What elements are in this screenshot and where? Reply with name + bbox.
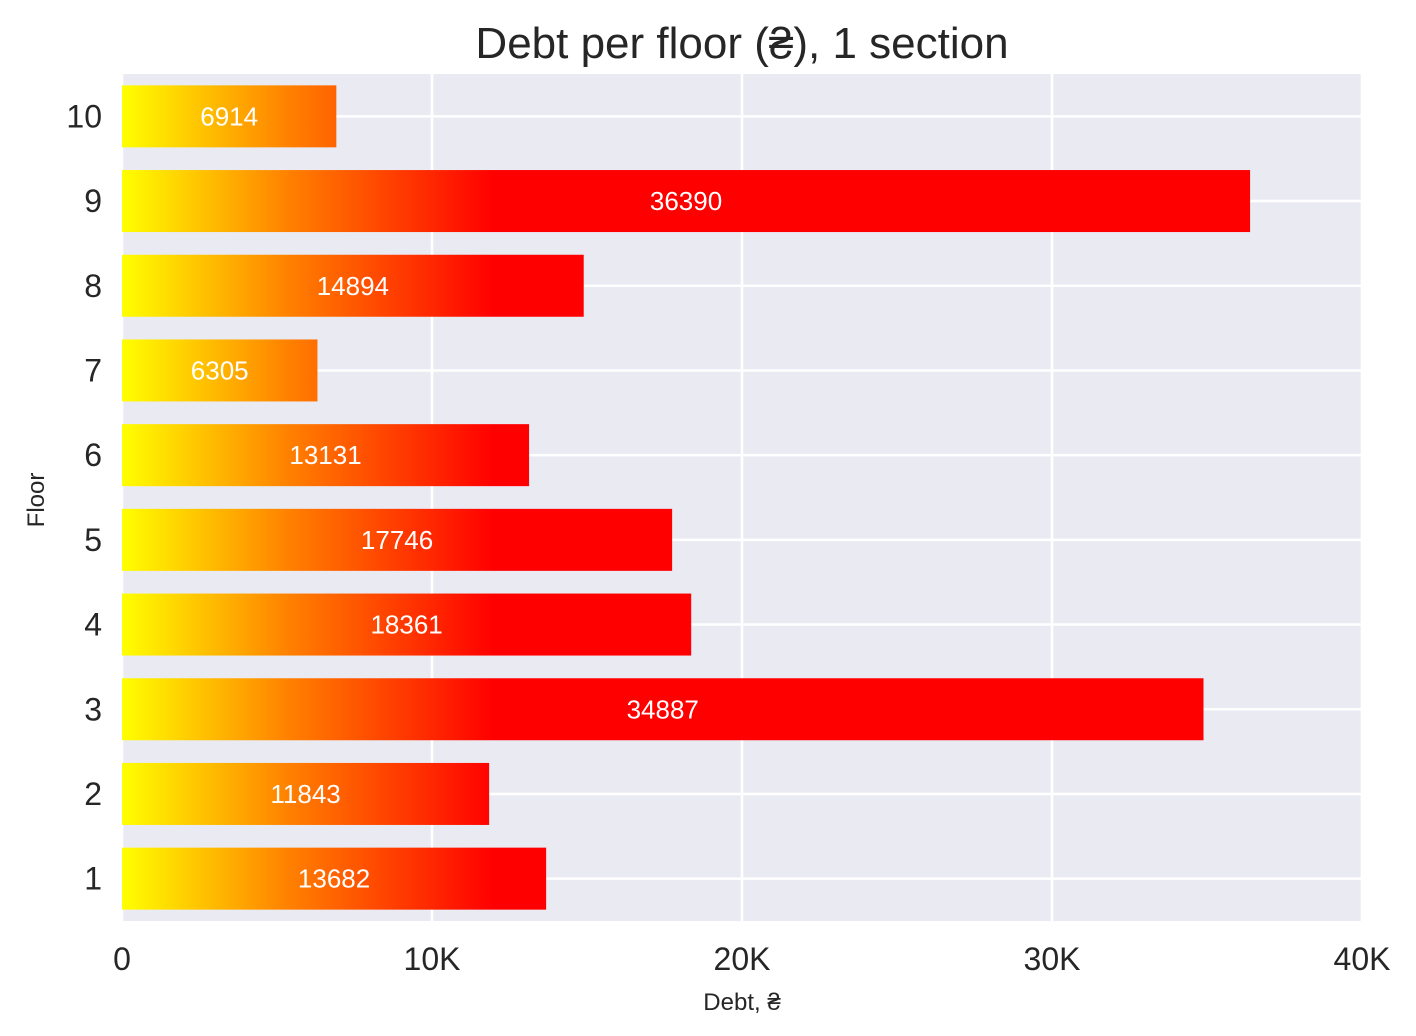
y-tick-label: 2: [84, 776, 102, 812]
y-tick-label: 1: [84, 861, 102, 897]
bar-value-label: 11843: [270, 779, 340, 809]
x-tick-label: 30K: [1024, 941, 1081, 977]
bar-floor-9: [122, 170, 1251, 233]
y-tick-label: 10: [66, 98, 102, 134]
x-tick-label: 0: [113, 941, 131, 977]
bar-value-label: 6305: [191, 355, 249, 385]
y-tick-label: 5: [84, 522, 102, 558]
y-tick-label: 9: [84, 183, 102, 219]
bar-value-label: 13131: [289, 440, 361, 470]
bar-floor-8: [122, 254, 584, 317]
chart-title: Debt per floor (₴), 1 section: [475, 19, 1008, 68]
bar-floor-3: [122, 678, 1204, 741]
bar-floor-6: [122, 424, 530, 487]
y-tick-label: 4: [84, 607, 102, 643]
bar-floor-5: [122, 508, 673, 571]
bar-value-label: 36390: [650, 186, 722, 216]
x-tick-label: 10K: [404, 941, 461, 977]
bar-value-label: 6914: [200, 101, 258, 131]
x-tick-labels: 0 10K 20K 30K 40K: [113, 941, 1390, 977]
bar-value-label: 13682: [298, 864, 370, 894]
bar-floor-7: [122, 339, 318, 402]
bar-value-label: 14894: [317, 271, 389, 301]
x-tick-label: 20K: [714, 941, 771, 977]
y-tick-label: 6: [84, 437, 102, 473]
bar-value-label: 18361: [370, 610, 442, 640]
bar-floor-1: [122, 847, 547, 910]
y-axis-label: Floor: [23, 473, 50, 528]
bar-floor-10: [122, 85, 337, 148]
y-tick-label: 7: [84, 352, 102, 388]
bar-value-label: 17746: [361, 525, 433, 555]
y-tick-label: 3: [84, 691, 102, 727]
bar-floor-4: [122, 593, 692, 656]
bar-floor-2: [122, 762, 490, 825]
y-tick-labels: 1 2 3 4 5 6 7 8 9 10: [66, 98, 102, 896]
x-tick-label: 40K: [1334, 941, 1391, 977]
bar-value-label: 34887: [627, 694, 699, 724]
x-axis-label: Debt, ₴: [703, 989, 781, 1016]
bars: [122, 85, 1251, 910]
y-tick-label: 8: [84, 268, 102, 304]
bar-value-labels: 13682 11843 34887 18361 17746 13131 6305 14894 3…: [191, 101, 722, 893]
